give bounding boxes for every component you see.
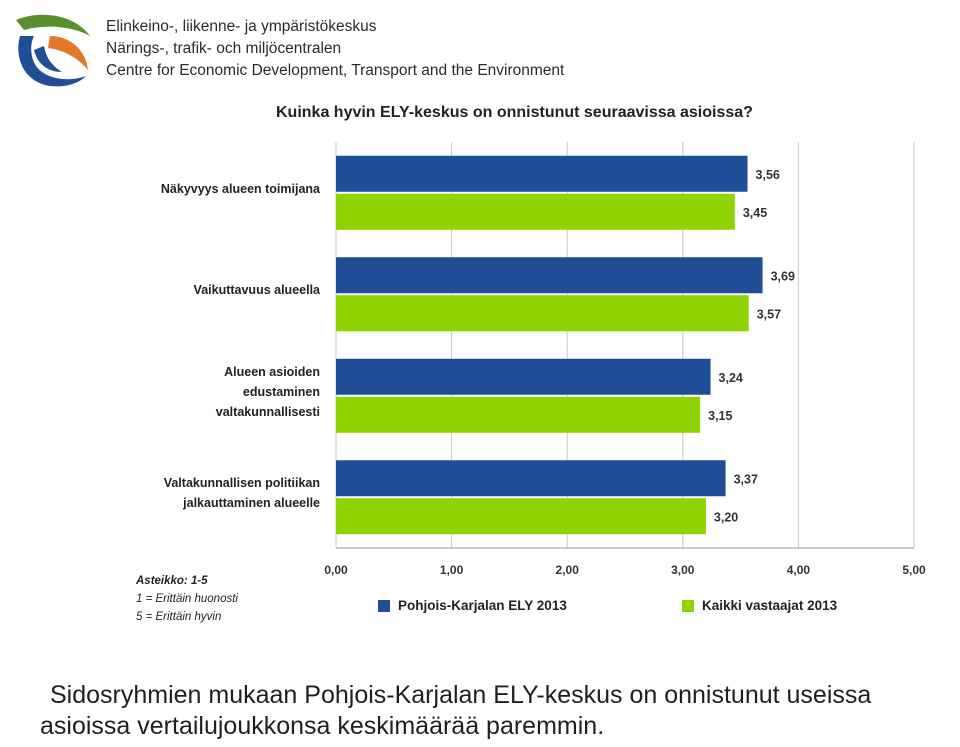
legend-item-kaikki: Kaikki vastaajat 2013 <box>682 598 837 613</box>
org-name-fi: Elinkeino-, liikenne- ja ympäristökeskus <box>106 18 377 35</box>
x-tick-label: 1,00 <box>440 563 464 577</box>
legend-swatch <box>682 599 694 612</box>
category-label-line: Vaikuttavuus alueella <box>193 283 320 298</box>
ely-logo-icon <box>16 14 90 87</box>
x-tick-label: 2,00 <box>556 563 580 577</box>
bar-chart: 0,00 1,00 2,00 3,00 4,00 5,00 3,56 3,45 3,69 3,57… <box>324 142 926 577</box>
category-label-line: Valtakunnallisen politiikan <box>163 476 320 491</box>
bar <box>336 396 701 433</box>
data-label: 3,15 <box>708 409 732 423</box>
bar <box>336 257 763 294</box>
legend-swatch <box>378 599 390 612</box>
caption-line-2: asioissa vertailujoukkonsa keskimäärää p… <box>40 712 605 740</box>
bar <box>336 155 748 192</box>
legend-label: Pohjois-Karjalan ELY 2013 <box>398 598 567 613</box>
caption-line-1: Sidosryhmien mukaan Pohjois-Karjalan ELY… <box>50 681 872 709</box>
data-label: 3,37 <box>734 472 758 486</box>
data-label: 3,69 <box>771 269 795 283</box>
scale-min: 1 = Erittäin huonosti <box>136 593 238 605</box>
org-name-en: Centre for Economic Development, Transpo… <box>106 62 565 79</box>
bar <box>336 295 749 332</box>
category-label-line: Alueen asioiden <box>224 364 320 379</box>
x-tick-label: 3,00 <box>671 563 695 577</box>
category-label-line: jalkauttaminen alueelle <box>183 496 320 511</box>
data-label: 3,45 <box>743 206 767 220</box>
x-tick-label: 5,00 <box>902 563 926 577</box>
legend-label: Kaikki vastaajat 2013 <box>702 598 838 613</box>
category-label: Alueen asioiden edustaminen valtakunnallis… <box>100 362 320 422</box>
organization-name: Elinkeino-, liikenne- ja ympäristökeskus… <box>106 16 564 82</box>
category-label: Valtakunnallisen politiikan jalkauttamine… <box>100 473 320 513</box>
scale-heading: Asteikko: 1-5 <box>136 575 208 587</box>
slide-caption: Sidosryhmien mukaan Pohjois-Karjalan ELY… <box>40 680 960 742</box>
org-name-sv: Närings-, trafik- och miljöcentralen <box>106 40 342 57</box>
data-label: 3,56 <box>756 168 780 182</box>
data-label: 3,57 <box>757 307 781 321</box>
category-label-line: edustaminen <box>242 384 320 399</box>
category-label: Näkyvyys alueen toimijana <box>100 179 320 199</box>
bar <box>336 193 735 230</box>
bar <box>336 460 726 497</box>
category-label: Vaikuttavuus alueella <box>100 280 320 300</box>
scale-note: Asteikko: 1-5 1 = Erittäin huonosti 5 = … <box>136 572 238 626</box>
category-label-line: valtakunnallisesti <box>215 404 320 419</box>
chart-title: Kuinka hyvin ELY-keskus on onnistunut se… <box>276 104 753 121</box>
bar <box>336 358 711 395</box>
data-label: 3,20 <box>714 510 738 524</box>
data-label: 3,24 <box>719 371 743 385</box>
scale-max: 5 = Erittäin hyvin <box>136 611 222 623</box>
legend-item-pohjois-karjala: Pohjois-Karjalan ELY 2013 <box>378 598 567 613</box>
x-tick-label: 0,00 <box>324 563 348 577</box>
category-label-line: Näkyvyys alueen toimijana <box>160 181 320 196</box>
bar <box>336 498 706 535</box>
x-tick-label: 4,00 <box>787 563 811 577</box>
